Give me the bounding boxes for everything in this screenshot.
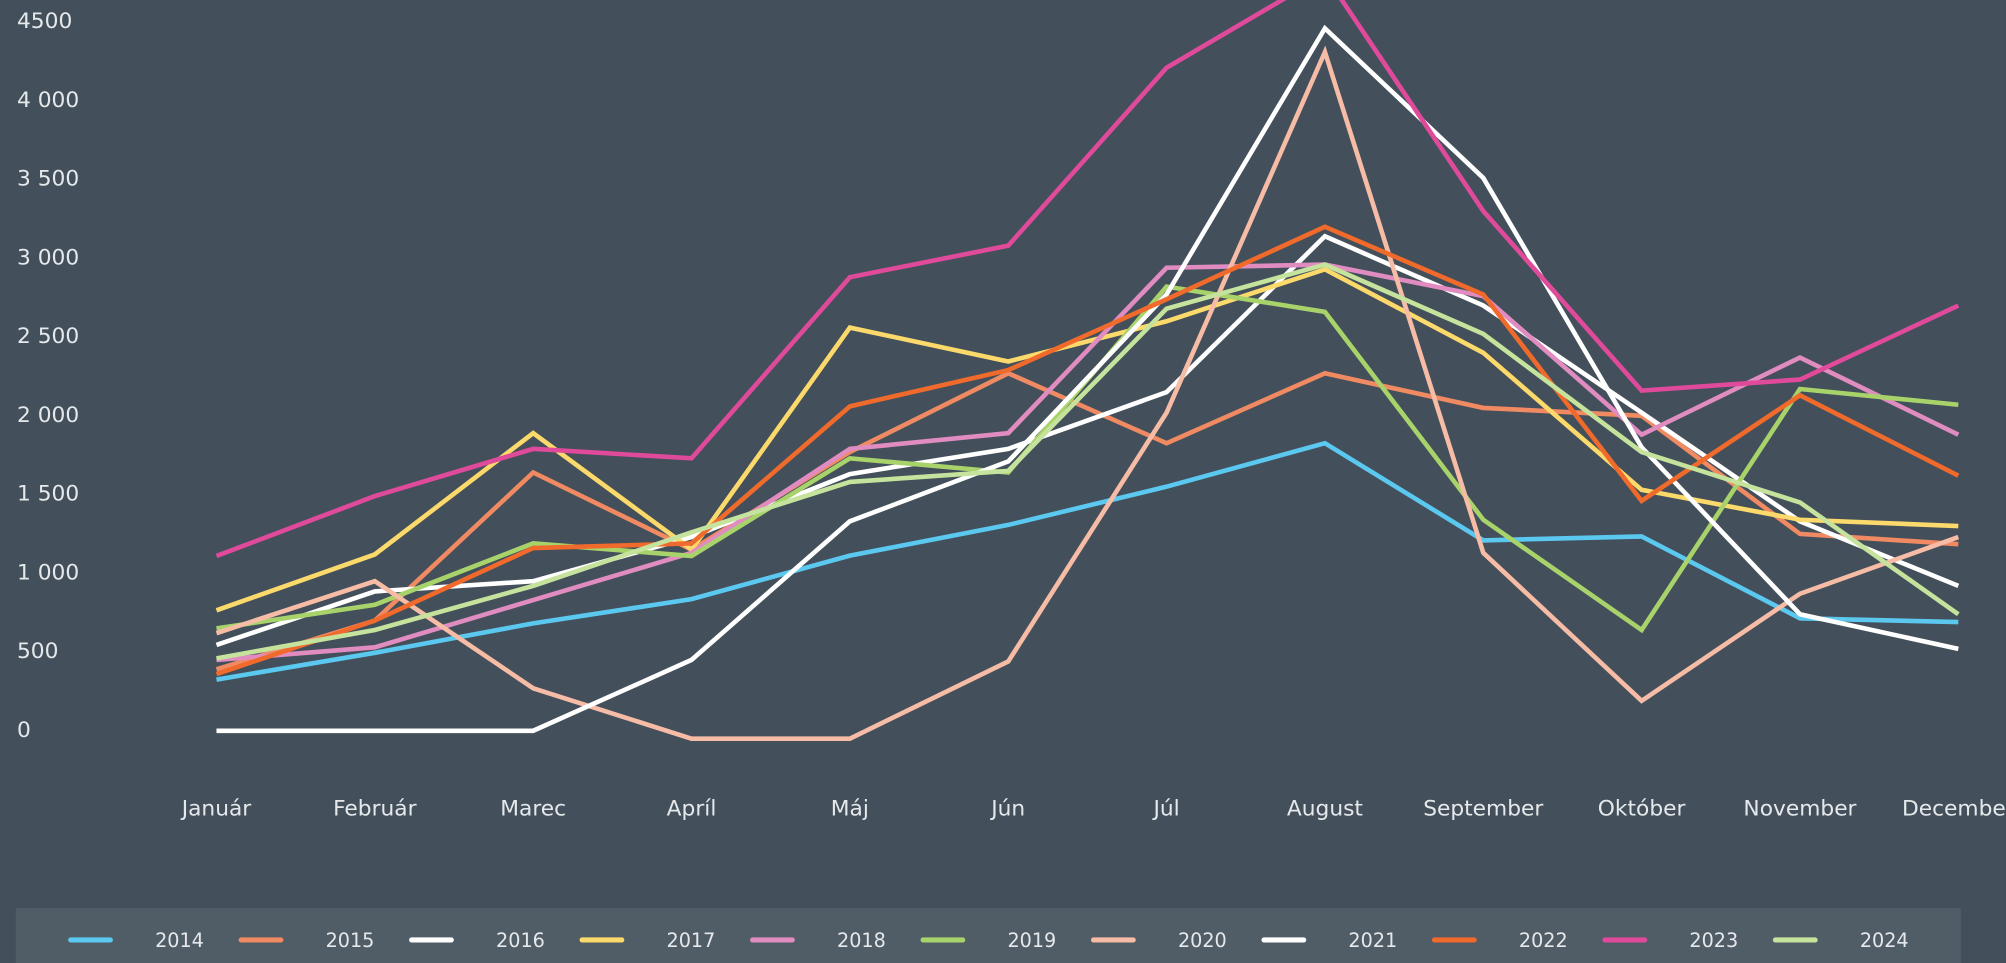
x-tick-label: Júl (1151, 797, 1179, 822)
legend-label: 2021 (1348, 929, 1397, 952)
legend-label: 2018 (837, 929, 886, 952)
series-line (215, 224, 1960, 677)
x-tick-label: Január (180, 797, 252, 822)
y-tick-label: 3 000 (17, 245, 79, 270)
y-tick-label: 1 000 (17, 560, 79, 585)
x-tick-label: December (1902, 797, 2006, 822)
x-tick-label: Február (333, 797, 417, 822)
y-tick-label: 3 500 (17, 167, 79, 192)
legend-label: 2014 (155, 929, 204, 952)
legend-label: 2020 (1178, 929, 1227, 952)
y-tick-label: 1 500 (17, 482, 79, 507)
x-tick-label: Máj (831, 797, 869, 822)
y-tick-label: 500 (17, 639, 58, 664)
x-tick-label: November (1743, 797, 1856, 822)
y-tick-label: 2 500 (17, 324, 79, 349)
x-tick-label: Október (1598, 797, 1686, 822)
legend-label: 2023 (1689, 929, 1738, 952)
series-line (215, 0, 1960, 559)
series-line (216, 440, 1959, 682)
series-line (216, 262, 1960, 663)
series-line (215, 370, 1959, 672)
y-tick-label: 0 (17, 718, 31, 743)
legend-label: 2017 (667, 929, 716, 952)
y-tick-label: 2 000 (17, 403, 79, 428)
x-tick-label: Apríl (667, 797, 717, 822)
legend-label: 2016 (496, 929, 545, 952)
series-line (215, 45, 1960, 741)
legend-box (15, 908, 1961, 963)
legend-label: 2019 (1007, 929, 1056, 952)
series-line (216, 24, 1959, 734)
series-line (215, 233, 1960, 648)
plot-area (215, 0, 1960, 741)
y-tick-label: 4500 (17, 9, 72, 34)
legend-label: 2024 (1860, 929, 1909, 952)
x-tick-label: Marec (500, 797, 566, 822)
legend-label: 2015 (326, 929, 375, 952)
x-tick-label: Jún (989, 797, 1025, 822)
x-tick-label: August (1287, 797, 1363, 822)
series-line (216, 262, 1960, 661)
legend-label: 2022 (1519, 929, 1568, 952)
x-tick-label: September (1423, 797, 1543, 822)
series-line (215, 266, 1959, 613)
y-tick-label: 4 000 (17, 88, 79, 113)
